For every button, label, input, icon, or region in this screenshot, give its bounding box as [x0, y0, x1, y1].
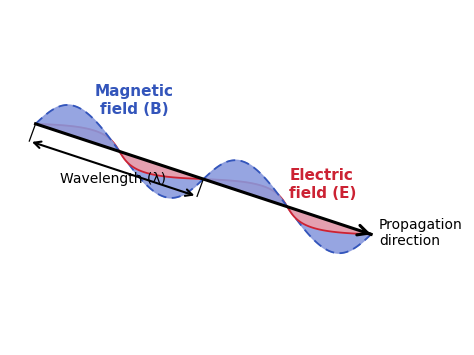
Text: Wavelength (λ): Wavelength (λ) — [60, 173, 166, 186]
Polygon shape — [203, 160, 287, 207]
Polygon shape — [119, 152, 203, 198]
Polygon shape — [287, 207, 371, 234]
Text: Electric
field (E): Electric field (E) — [289, 168, 356, 201]
Polygon shape — [287, 207, 371, 253]
Text: Propagation
direction: Propagation direction — [379, 218, 463, 248]
Polygon shape — [36, 105, 119, 152]
Polygon shape — [36, 124, 119, 152]
Text: Magnetic
field (B): Magnetic field (B) — [95, 84, 174, 117]
Polygon shape — [119, 152, 203, 179]
Polygon shape — [203, 179, 287, 207]
